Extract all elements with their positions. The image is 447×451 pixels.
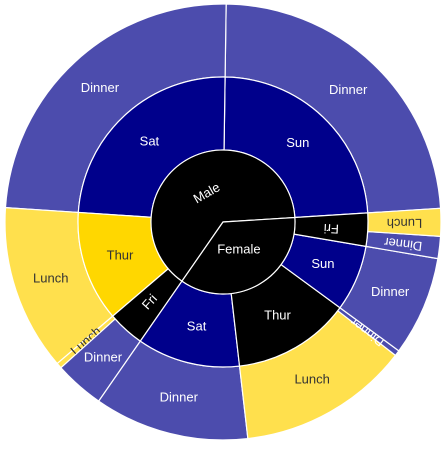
segment-label: Dinner bbox=[371, 284, 410, 299]
segment-label: Thur bbox=[264, 307, 291, 322]
segment-label: Dinner bbox=[383, 235, 423, 254]
segment-label: Sat bbox=[187, 319, 207, 334]
segment-label: Sun bbox=[311, 256, 334, 271]
ring-meal: Dinner Dinner Lunch Lunch Dinner Dinner Lunch D… bbox=[4, 3, 442, 441]
segment-label: Dinner bbox=[329, 82, 368, 97]
segment-label: Sat bbox=[140, 134, 160, 149]
segment-label: Lunch bbox=[33, 271, 68, 286]
segment-label: Dinner bbox=[81, 80, 120, 95]
segment-label: Lunch bbox=[294, 372, 329, 387]
segment-label: Dinner bbox=[84, 350, 123, 365]
segment-label: Sun bbox=[286, 135, 309, 150]
sunburst-segment-male[interactable] bbox=[150, 149, 296, 282]
sunburst-segment-female[interactable] bbox=[181, 216, 296, 295]
segment-label: Fri bbox=[323, 221, 339, 237]
segment-label: Female bbox=[217, 242, 260, 257]
segment-label: Dinner bbox=[160, 389, 199, 404]
segment-label: Lunch bbox=[387, 216, 422, 231]
segment-label: Thur bbox=[107, 248, 134, 263]
